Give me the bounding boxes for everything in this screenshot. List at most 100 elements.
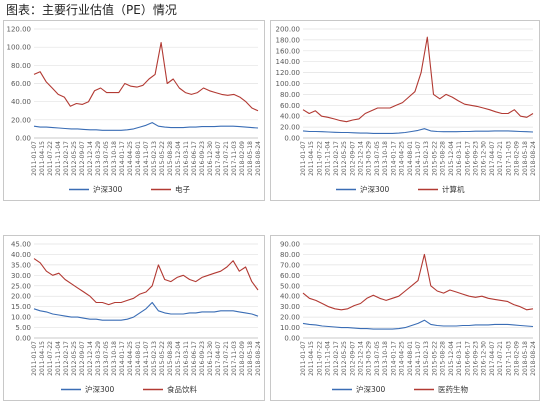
x-tick-label: 2017-07-21 <box>223 341 230 376</box>
x-tick-label: 2011-01-07 <box>300 141 307 176</box>
series-line-hs300 <box>302 319 534 330</box>
x-tick-label: 2016-09-23 <box>199 141 206 176</box>
x-tick-label: 2017-11-03 <box>505 141 512 176</box>
x-tick-label: 2015-08-28 <box>167 141 174 176</box>
x-tick-label: 2011-04-15 <box>39 341 46 376</box>
x-tick-label: 2014-11-07 <box>415 341 422 376</box>
x-tick-label: 2014-01-17 <box>119 141 126 176</box>
x-tick-label: 2016-06-17 <box>191 141 198 176</box>
x-tick-label: 2015-05-22 <box>431 341 438 376</box>
x-tick-label: 2013-03-29 <box>95 141 102 176</box>
series-line-sector <box>33 258 259 306</box>
x-tick-label: 2014-08-01 <box>407 141 414 176</box>
series-line-hs300 <box>33 122 259 131</box>
x-tick-label: 2013-03-29 <box>366 341 373 376</box>
y-tick-label: 40.00 <box>11 251 31 259</box>
x-tick-label: 2015-05-22 <box>159 341 166 376</box>
x-tick-label: 2016-12-30 <box>481 341 488 376</box>
x-tick-label: 2017-11-03 <box>231 341 238 376</box>
y-tick-label: 100.00 <box>7 44 32 52</box>
x-tick-label: 2018-02-09 <box>239 341 246 376</box>
x-tick-label: 2012-05-25 <box>71 341 78 376</box>
y-tick-label: 15.00 <box>11 303 31 311</box>
series-line-sector <box>302 36 534 123</box>
y-tick-label: 60.00 <box>280 102 300 110</box>
y-tick-label: 90.00 <box>280 241 300 249</box>
x-tick-label: 2015-02-13 <box>151 141 158 176</box>
chart-svg: 0.00 5.00 10.00 15.00 20.00 25.00 30.00 35.00 40… <box>11 241 262 395</box>
x-tick-label: 2014-08-01 <box>135 141 142 176</box>
x-tick-label: 2015-08-28 <box>440 141 447 176</box>
x-tick-label: 2015-05-22 <box>431 141 438 176</box>
x-tick-label: 2016-06-17 <box>464 341 471 376</box>
x-tick-label: 2015-12-04 <box>448 141 455 176</box>
legend-label: 沪深300 <box>85 384 115 394</box>
x-tick-label: 2011-01-07 <box>300 341 307 376</box>
x-tick-label: 2014-04-25 <box>399 141 406 176</box>
x-tick-label: 2014-08-01 <box>407 341 414 376</box>
x-tick-label: 2011-07-22 <box>316 341 323 376</box>
x-tick-label: 2012-05-25 <box>71 141 78 176</box>
x-tick-label: 2014-01-17 <box>390 141 397 176</box>
x-tick-label: 2013-07-05 <box>103 141 110 176</box>
y-tick-label: 30.00 <box>280 303 300 311</box>
x-tick-label: 2012-02-17 <box>63 141 70 176</box>
x-tick-label: 2011-07-22 <box>316 141 323 176</box>
x-tick-label: 2012-12-14 <box>358 141 365 176</box>
x-tick-label: 2016-03-11 <box>183 341 190 376</box>
x-tick-label: 2016-12-30 <box>481 141 488 176</box>
x-tick-label: 2011-11-04 <box>55 141 62 176</box>
x-tick-label: 2011-01-07 <box>31 141 38 176</box>
x-tick-label: 2018-08-24 <box>255 341 262 376</box>
chart-svg: 0.00 10.00 20.00 30.00 40.00 50.00 60.00 70.00 8… <box>280 241 537 395</box>
x-tick-label: 2014-11-07 <box>415 141 422 176</box>
x-tick-label: 2012-09-07 <box>349 141 356 176</box>
y-tick-label: 40.00 <box>280 113 300 121</box>
y-tick-label: 40.00 <box>11 98 31 106</box>
x-tick-label: 2017-07-21 <box>223 141 230 176</box>
x-tick-label: 2014-08-01 <box>135 341 142 376</box>
x-tick-label: 2016-03-11 <box>456 341 463 376</box>
y-tick-label: 25.00 <box>11 282 31 290</box>
y-tick-label: 40.00 <box>280 293 300 301</box>
x-tick-label: 2012-05-25 <box>341 141 348 176</box>
chart-svg: 0.00 20.00 40.00 60.00 80.00 100.00 120.00 2011… <box>7 26 263 195</box>
x-tick-label: 2013-03-29 <box>95 341 102 376</box>
x-tick-label: 2013-10-18 <box>111 341 118 376</box>
y-tick-label: 200.00 <box>276 26 301 34</box>
x-tick-label: 2016-09-23 <box>473 341 480 376</box>
x-tick-label: 2011-01-07 <box>31 341 38 376</box>
x-tick-label: 2012-09-07 <box>349 341 356 376</box>
y-tick-label: 20.00 <box>280 314 300 322</box>
x-tick-label: 2013-03-29 <box>366 141 373 176</box>
x-tick-label: 2017-07-21 <box>497 341 504 376</box>
x-tick-label: 2018-02-09 <box>514 141 521 176</box>
x-tick-label: 2017-04-07 <box>215 141 222 176</box>
legend-label: 医药生物 <box>438 384 468 394</box>
x-tick-label: 2016-03-11 <box>456 141 463 176</box>
x-tick-label: 2011-11-04 <box>325 341 332 376</box>
y-tick-label: 70.00 <box>280 261 300 269</box>
chart-panel-food-beverage: 0.00 5.00 10.00 15.00 20.00 25.00 30.00 35.00 40… <box>3 235 265 401</box>
series-line-sector <box>302 253 534 311</box>
x-tick-label: 2018-05-18 <box>522 141 529 176</box>
series-line-sector <box>33 42 259 112</box>
x-tick-label: 2013-07-05 <box>374 341 381 376</box>
y-tick-label: 140.00 <box>276 58 301 66</box>
series-line-hs300 <box>33 301 259 321</box>
x-tick-label: 2011-07-22 <box>47 341 54 376</box>
y-tick-label: 160.00 <box>276 47 301 55</box>
chart-panel-computer: 0.00 20.00 40.00 60.00 80.00 100.00 120.00 140.… <box>270 20 540 201</box>
x-tick-label: 2013-10-18 <box>382 341 389 376</box>
y-tick-label: 120.00 <box>7 26 32 34</box>
legend-label: 沪深300 <box>356 384 386 394</box>
x-tick-label: 2012-12-14 <box>87 141 94 176</box>
chart-panel-electronics: 0.00 20.00 40.00 60.00 80.00 100.00 120.00 2011… <box>3 20 265 201</box>
y-tick-label: 20.00 <box>11 116 31 124</box>
page-title: 图表：主要行业估值（PE）情况 <box>6 3 177 17</box>
x-tick-label: 2017-07-21 <box>497 141 504 176</box>
x-tick-label: 2015-02-13 <box>423 341 430 376</box>
x-tick-label: 2015-05-22 <box>159 141 166 176</box>
y-tick-label: 80.00 <box>280 91 300 99</box>
x-tick-label: 2012-09-07 <box>79 341 86 376</box>
